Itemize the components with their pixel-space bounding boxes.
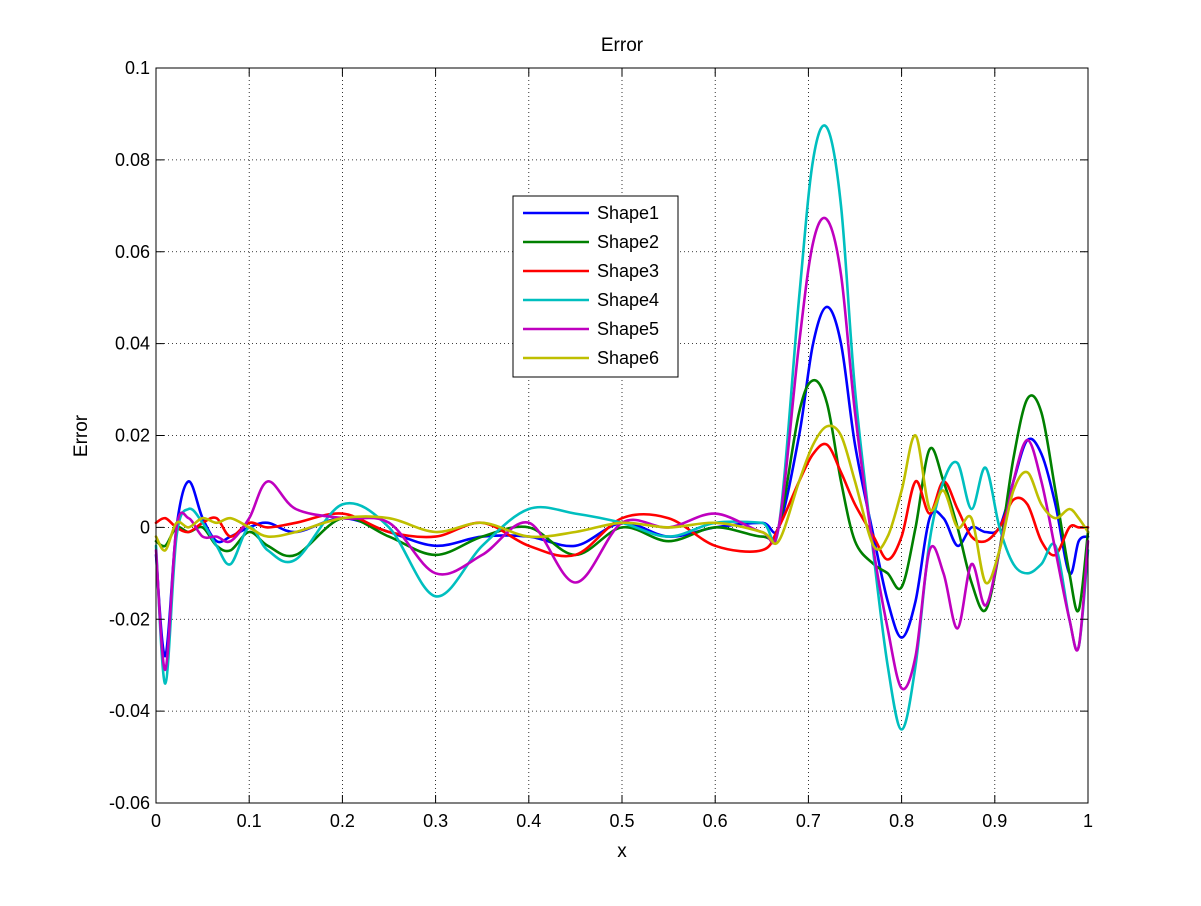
x-tick-label: 1 [1083,811,1093,831]
x-tick-label: 0.5 [609,811,634,831]
y-tick-label: 0.08 [115,150,150,170]
legend-label-shape1: Shape1 [597,203,659,223]
series-lines [154,124,1090,731]
x-tick-label: 0.1 [237,811,262,831]
y-tick-label: 0.1 [125,58,150,78]
y-tick-label: 0 [140,517,150,537]
x-tick-label: 0.4 [516,811,541,831]
legend-label-shape6: Shape6 [597,348,659,368]
y-tick-label: -0.04 [109,701,150,721]
x-tick-label: 0 [151,811,161,831]
legend-box [512,195,679,378]
y-axis-label: Error [71,414,92,457]
legend-label-shape4: Shape4 [597,290,659,310]
grid-lines [156,68,1088,803]
x-tick-label: 0.6 [703,811,728,831]
axis-ticks: 0 0.1 0.2 0.3 0.4 0.5 0.6 0.7 0.8 0.9 1 -0.06 -0.04 -… [109,58,1093,831]
y-tick-label: 0.02 [115,426,150,446]
x-tick-label: 0.8 [889,811,914,831]
x-tick-label: 0.9 [982,811,1007,831]
x-tick-label: 0.3 [423,811,448,831]
legend-label-shape5: Shape5 [597,319,659,339]
y-tick-label: 0.06 [115,242,150,262]
y-tick-label: -0.06 [109,793,150,813]
y-tick-label: -0.02 [109,609,150,629]
x-tick-label: 0.2 [330,811,355,831]
series-line-shape6 [154,424,1090,585]
legend: Shape1 Shape2 Shape3 Shape4 Shape5 Shape6 [512,195,679,378]
x-tick-label: 0.7 [796,811,821,831]
y-tick-label: 0.04 [115,334,150,354]
legend-label-shape2: Shape2 [597,232,659,252]
legend-label-shape3: Shape3 [597,261,659,281]
x-axis-label: x [617,841,627,862]
chart-title: Error [601,35,644,56]
